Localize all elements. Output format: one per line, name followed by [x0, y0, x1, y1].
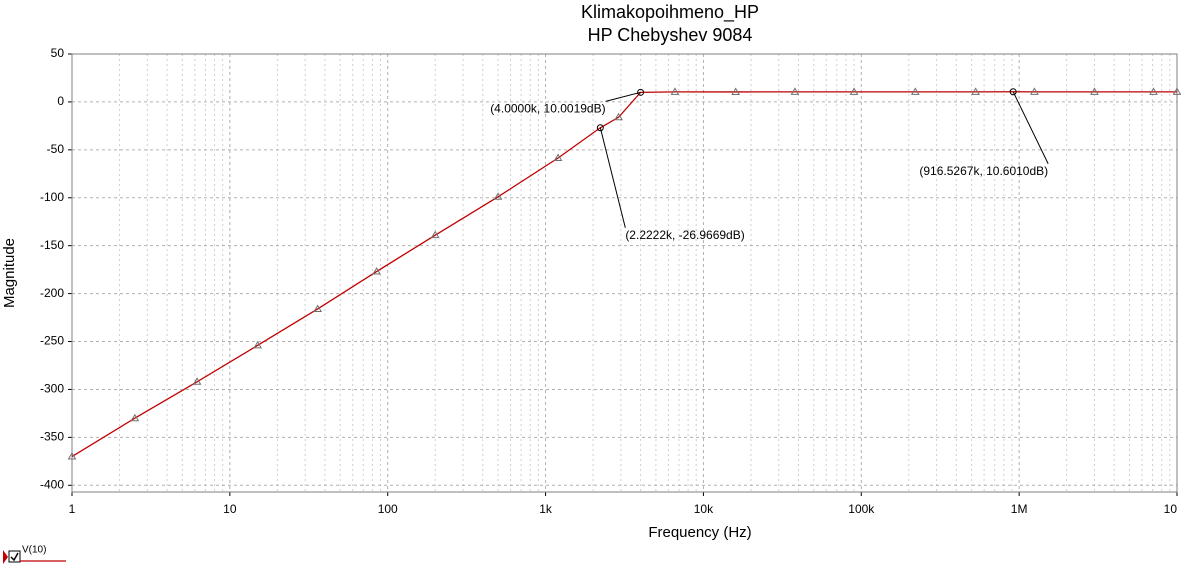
- y-tick-label: 50: [51, 46, 65, 60]
- legend-check: [10, 552, 19, 562]
- cursor-marker: [1009, 88, 1017, 96]
- y-tick-label: -150: [40, 238, 64, 252]
- data-label: (2.2222k, -26.9669dB): [625, 228, 744, 242]
- annotation-leader: [605, 91, 641, 102]
- point-marker: [130, 413, 140, 422]
- annotation-leader: [1012, 91, 1049, 164]
- y-tick-label: -200: [40, 286, 64, 300]
- x-tick-label: 10k: [694, 502, 714, 516]
- point-marker: [1030, 87, 1039, 95]
- point-marker: [430, 230, 440, 239]
- data-label: (916.5267k, 10.6010dB): [919, 164, 1048, 178]
- data-label: (4.0000k, 10.0019dB): [490, 102, 605, 116]
- y-tick-label: -300: [40, 382, 64, 396]
- point-marker: [910, 87, 920, 95]
- plot-frame: [71, 53, 1178, 493]
- x-tick-label: 10: [1164, 502, 1178, 516]
- x-tick-label: 1k: [539, 502, 553, 516]
- point-marker: [253, 340, 263, 349]
- y-tick-label: 0: [57, 94, 64, 108]
- legend-checkbox: [8, 550, 21, 563]
- y-tick-label: -50: [47, 142, 65, 156]
- point-marker: [670, 87, 680, 95]
- point-marker: [192, 377, 202, 385]
- y-tick-label: -100: [40, 190, 64, 204]
- point-marker: [790, 87, 800, 95]
- annotation-leader: [599, 127, 626, 228]
- cursor-marker: [637, 88, 645, 96]
- y-tick-label: -400: [40, 477, 64, 491]
- x-axis-title: Frequency (Hz): [648, 524, 751, 541]
- point-marker: [849, 87, 859, 95]
- point-marker: [1172, 87, 1181, 95]
- legend-flag: [3, 550, 8, 564]
- point-marker: [971, 87, 980, 95]
- point-marker: [1090, 87, 1099, 95]
- y-tick-label: -350: [40, 430, 64, 444]
- x-tick-label: 1M: [1011, 502, 1028, 516]
- x-tick-label: 100k: [848, 502, 875, 516]
- point-marker: [1149, 87, 1158, 95]
- x-tick-label: 100: [378, 502, 398, 516]
- point-marker: [67, 452, 77, 460]
- x-tick-label: 10: [223, 502, 237, 516]
- y-tick-label: -250: [40, 334, 64, 348]
- point-marker: [614, 112, 623, 121]
- cursor-marker: [596, 124, 604, 132]
- point-marker: [553, 153, 563, 161]
- point-marker: [372, 267, 381, 275]
- chart-subtitle: HP Chebyshev 9084: [588, 25, 753, 45]
- legend-label: V(10): [22, 545, 46, 556]
- x-tick-label: 1: [69, 502, 76, 516]
- y-axis-title: Magnitude: [1, 238, 18, 308]
- point-marker: [313, 304, 323, 312]
- chart-title: Klimakopoihmeno_HP: [581, 2, 759, 23]
- point-marker: [731, 87, 741, 95]
- point-marker: [493, 192, 503, 200]
